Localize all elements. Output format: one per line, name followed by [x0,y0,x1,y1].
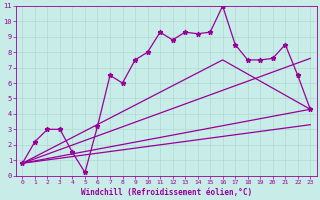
X-axis label: Windchill (Refroidissement éolien,°C): Windchill (Refroidissement éolien,°C) [81,188,252,197]
